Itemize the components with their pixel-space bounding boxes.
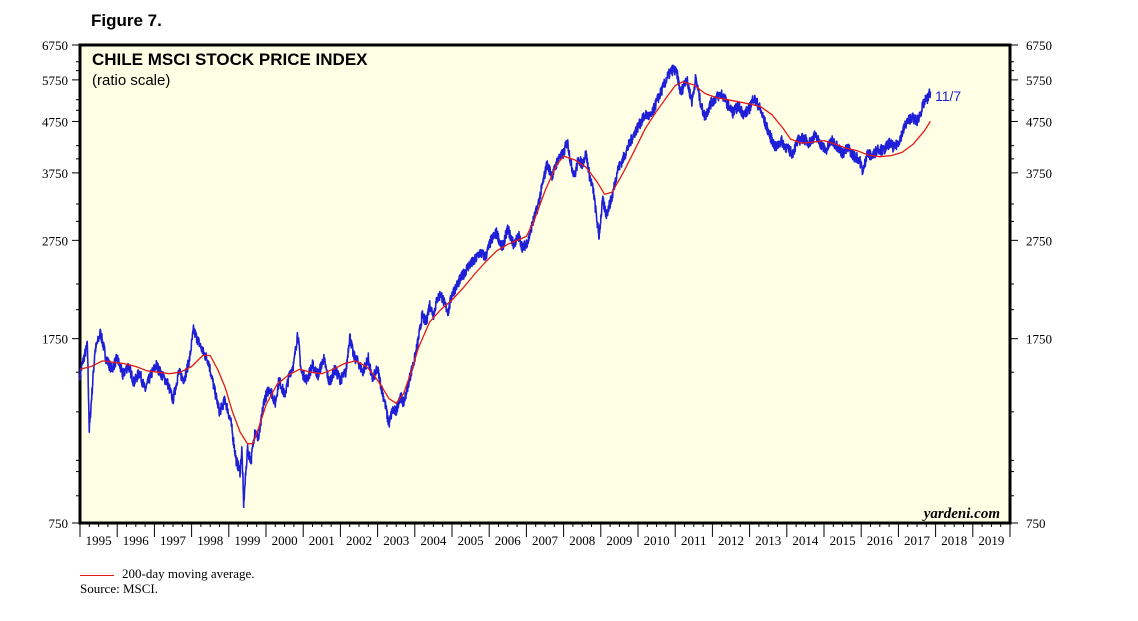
x-tick-label: 2019 xyxy=(978,533,1004,548)
x-tick-label: 2012 xyxy=(718,533,744,548)
y-tick-label-left: 750 xyxy=(49,516,69,531)
x-tick-label: 1995 xyxy=(86,533,112,548)
y-tick-label-left: 3750 xyxy=(42,166,68,181)
y-tick-label-right: 750 xyxy=(1026,516,1046,531)
x-tick-label: 2002 xyxy=(346,533,372,548)
y-tick-label-right: 4750 xyxy=(1026,114,1052,129)
x-tick-label: 2007 xyxy=(532,533,559,548)
x-tick-label: 2013 xyxy=(755,533,781,548)
figure-label: Figure 7. xyxy=(91,11,162,30)
y-tick-label-left: 6750 xyxy=(42,38,68,53)
x-tick-label: 2004 xyxy=(420,533,447,548)
y-tick-label-left: 1750 xyxy=(42,332,68,347)
watermark: yardeni.com xyxy=(922,506,1000,522)
y-tick-label-right: 5750 xyxy=(1026,73,1052,88)
x-tick-label: 2009 xyxy=(606,533,632,548)
x-tick-label: 2014 xyxy=(792,533,819,548)
x-axis: 1995 1996 1997 1998 1999 2000 2001 2002 2003 2004… xyxy=(79,523,1011,548)
legend: 200-day moving average. Source: MSCI. xyxy=(80,566,254,596)
x-tick-label: 2005 xyxy=(458,533,484,548)
legend-item-ma: 200-day moving average. xyxy=(80,566,254,581)
y-tick-label-right: 3750 xyxy=(1026,166,1052,181)
series-line-moving-average xyxy=(79,81,931,445)
x-tick-label: 2015 xyxy=(830,533,856,548)
plot-background xyxy=(78,43,1012,525)
x-tick-label: 1998 xyxy=(197,533,223,548)
x-tick-label: 2010 xyxy=(644,533,670,548)
legend-swatch-ma xyxy=(80,574,114,576)
chart-title: CHILE MSCI STOCK PRICE INDEX xyxy=(92,50,368,69)
series-layer xyxy=(79,64,932,509)
y-tick-label-right: 1750 xyxy=(1026,332,1052,347)
x-tick-label: 2017 xyxy=(904,533,931,548)
y-tick-label-right: 6750 xyxy=(1026,38,1052,53)
x-tick-label: 2000 xyxy=(272,533,298,548)
x-tick-label: 2001 xyxy=(309,533,335,548)
x-tick-label: 2018 xyxy=(941,533,967,548)
chart-subtitle: (ratio scale) xyxy=(92,72,170,89)
x-tick-label: 1996 xyxy=(123,533,150,548)
x-tick-label: 2016 xyxy=(867,533,894,548)
x-tick-label: 1997 xyxy=(160,533,187,548)
y-tick-label-right: 2750 xyxy=(1026,233,1052,248)
series-line-index xyxy=(79,64,932,509)
y-tick-label-left: 4750 xyxy=(42,114,68,129)
y-axis-left: 750 1750 2750 3750 4750 5750 6750 xyxy=(42,38,80,531)
x-tick-label: 2008 xyxy=(569,533,595,548)
last-date-annotation: 11/7 xyxy=(935,88,961,104)
legend-label-ma: 200-day moving average. xyxy=(122,566,255,581)
chart: CHILE MSCI STOCK PRICE INDEX (ratio scal… xyxy=(42,38,1052,548)
y-tick-label-left: 5750 xyxy=(42,73,68,88)
x-tick-label: 2006 xyxy=(495,533,522,548)
source-note: Source: MSCI. xyxy=(80,581,158,596)
y-tick-label-left: 2750 xyxy=(42,233,68,248)
x-tick-label: 1999 xyxy=(234,533,260,548)
x-tick-label: 2011 xyxy=(681,533,707,548)
x-tick-label: 2003 xyxy=(383,533,409,548)
y-axis-right: 750 1750 2750 3750 4750 5750 6750 xyxy=(1010,38,1052,531)
